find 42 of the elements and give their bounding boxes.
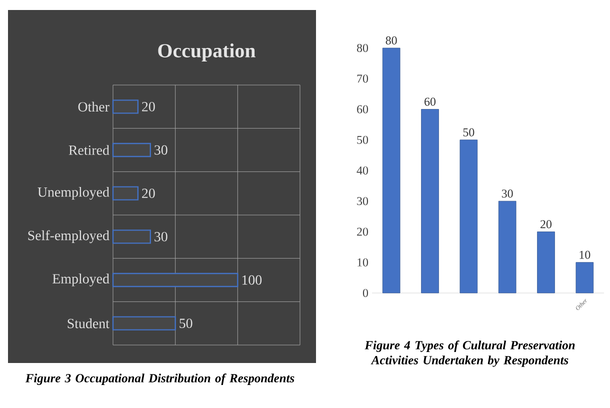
y-tick-label: 60 <box>357 105 368 114</box>
data-label: 50 <box>463 128 474 136</box>
data-label: 10 <box>580 250 590 259</box>
bar <box>382 48 400 294</box>
data-label: 20 <box>540 220 552 228</box>
data-label: 30 <box>502 190 513 198</box>
y-tick-label: Unemployed <box>38 186 110 200</box>
bar <box>498 200 516 294</box>
y-tick-label: 20 <box>357 228 368 236</box>
bar <box>112 230 151 244</box>
data-label: 20 <box>142 102 155 112</box>
bar <box>421 109 439 294</box>
bar <box>576 262 594 294</box>
bar <box>112 100 139 114</box>
y-tick-label: 70 <box>357 74 368 83</box>
data-label: 20 <box>142 188 155 198</box>
y-tick-label: Other <box>78 102 110 112</box>
y-tick-label: 0 <box>362 288 368 298</box>
y-tick-label: Employed <box>52 274 110 286</box>
data-label: 60 <box>424 98 436 106</box>
caption: Figure 3 Occupational Distribution of Respondents <box>25 374 294 385</box>
bar <box>112 316 176 330</box>
data-label: 30 <box>154 145 168 155</box>
bar <box>112 272 238 288</box>
y-tick-label: Self-employed <box>28 230 110 244</box>
bar <box>460 140 478 294</box>
y-tick-label: Student <box>68 318 110 328</box>
bar <box>537 232 555 294</box>
y-tick-label: 80 <box>356 44 368 52</box>
data-label: 100 <box>242 275 262 285</box>
chart-title: Occupation <box>158 43 256 62</box>
bar <box>112 186 139 200</box>
y-tick-label: 30 <box>357 197 368 206</box>
bar <box>112 142 151 158</box>
data-label: 50 <box>180 318 192 328</box>
data-label: 80 <box>386 36 397 44</box>
y-tick-label: Retired <box>68 145 110 155</box>
data-label: 30 <box>154 232 168 242</box>
y-tick-label: 40 <box>356 166 368 175</box>
y-tick-label: 10 <box>358 258 368 266</box>
caption: Figure 4 Types of Cultural Preservation Activities Undertaken by Respondents <box>364 340 575 367</box>
y-tick-label: 50 <box>357 136 368 144</box>
